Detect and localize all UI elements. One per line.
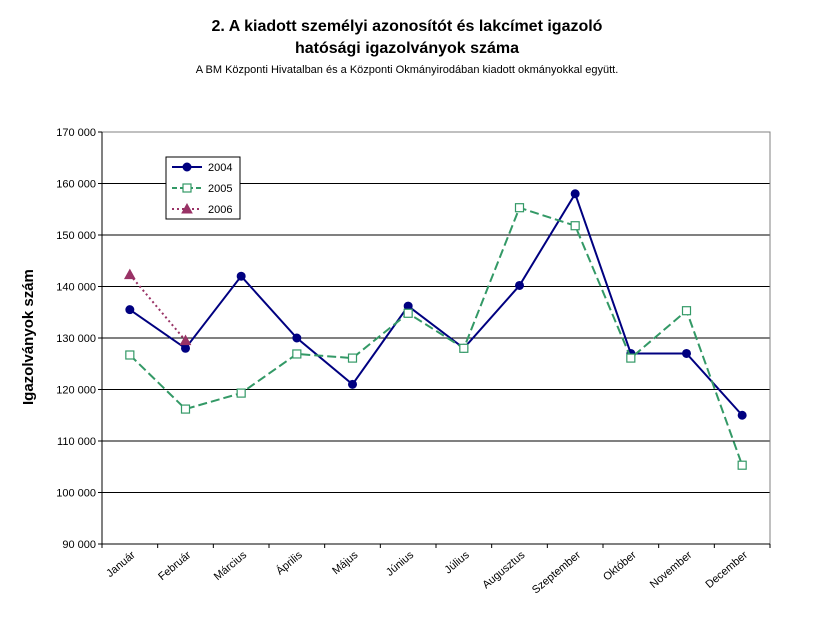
legend-label-2005: 2005 [208, 183, 232, 195]
series-layer [123, 189, 747, 470]
data-point-2004 [682, 348, 691, 358]
legend-label-2004: 2004 [208, 162, 232, 174]
x-tick-labels: Január Február Március Április Május Június Jú… [104, 548, 750, 596]
data-point-2005 [737, 460, 747, 470]
legend-label-2006: 2006 [208, 204, 232, 216]
series-line-2006 [129, 274, 187, 342]
chart-subtitle: A BM Központi Hivatalban és a Központi O… [195, 64, 619, 76]
data-point-2005 [292, 349, 302, 359]
x-tick-label: Július [443, 549, 473, 577]
chart-title-line2: hatósági igazolványok száma [294, 40, 520, 57]
data-point-2004 [236, 271, 246, 281]
data-point-2004 [737, 410, 747, 420]
legend-marker-2005 [182, 183, 192, 193]
data-point-2005 [459, 343, 469, 353]
data-point-2005 [347, 353, 358, 363]
legend: 2004 2005 2006 [165, 156, 241, 220]
legend-marker-2004 [182, 162, 192, 172]
data-point-2005 [570, 221, 580, 231]
data-point-2004 [125, 305, 135, 315]
x-tick-label: Április [273, 548, 305, 578]
x-tick-label: Október [601, 549, 639, 584]
y-tick-label: 100 000 [56, 488, 96, 500]
x-tick-label: Augusztus [480, 549, 527, 592]
y-tick-labels: 90 000 100 000 110 000 120 000 130 000 140 00… [56, 127, 96, 551]
x-tick-label: Szeptember [530, 549, 583, 597]
data-point-2006 [179, 334, 192, 346]
x-tick-label: Február [156, 549, 193, 583]
chart-title-line1: 2. A kiadott személyi azonosítót és lakc… [211, 18, 603, 35]
y-tick-label: 90 000 [62, 539, 96, 551]
x-tick-label: December [704, 549, 751, 591]
data-point-2004 [181, 343, 190, 353]
data-point-2005 [514, 203, 525, 213]
data-point-2005 [681, 306, 692, 316]
x-tick-label: Június [384, 549, 416, 579]
y-tick-label: 170 000 [56, 127, 96, 139]
x-tick-label: November [648, 549, 695, 591]
x-tick-label: Január [104, 549, 138, 580]
data-point-2005 [403, 308, 413, 318]
y-tick-label: 110 000 [57, 436, 96, 448]
y-tick-label: 140 000 [56, 282, 96, 294]
x-tick-label: Május [330, 549, 361, 577]
data-point-2005 [236, 388, 246, 398]
y-tick-label: 130 000 [56, 333, 96, 345]
series-2005 [125, 203, 747, 470]
y-tick-label: 120 000 [56, 385, 96, 397]
data-point-2004 [515, 280, 524, 290]
series-line-2005 [129, 206, 744, 466]
axes [98, 131, 771, 548]
series-2004 [125, 189, 747, 420]
data-point-2004 [292, 333, 302, 343]
y-tick-label: 160 000 [56, 179, 96, 191]
data-point-2004 [348, 379, 357, 389]
legend-marker-2006 [181, 202, 193, 214]
data-point-2005 [125, 350, 135, 360]
data-point-2005 [180, 404, 191, 414]
series-2006 [123, 268, 192, 346]
y-tick-label: 150 000 [56, 230, 96, 242]
x-tick-label: Március [212, 549, 250, 583]
series-line-2004 [129, 191, 743, 416]
data-point-2005 [626, 353, 636, 363]
data-point-2006 [123, 268, 136, 280]
data-point-2004 [570, 189, 580, 199]
